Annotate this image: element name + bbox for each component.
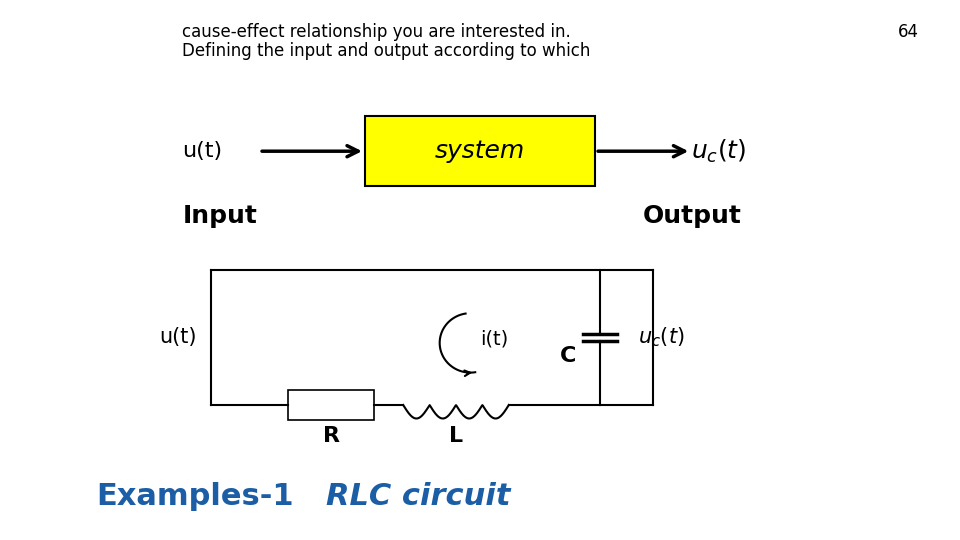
Text: C: C	[560, 346, 576, 367]
Text: 64: 64	[898, 23, 919, 42]
Text: RLC circuit: RLC circuit	[326, 482, 511, 511]
Text: L: L	[449, 426, 463, 446]
Text: Output: Output	[643, 204, 742, 228]
Bar	[365, 116, 595, 186]
Text: u(t): u(t)	[159, 327, 197, 348]
Text: cause-effect relationship you are interested in.: cause-effect relationship you are intere…	[182, 23, 571, 42]
Text: $u_c(t)$: $u_c(t)$	[691, 138, 747, 165]
Bar	[288, 390, 374, 420]
Text: R: R	[323, 426, 340, 446]
Text: Examples-1: Examples-1	[96, 482, 294, 511]
Text: Input: Input	[182, 204, 257, 228]
Text: $u_c(t)$: $u_c(t)$	[638, 326, 684, 349]
Text: system: system	[435, 139, 525, 163]
Text: i(t): i(t)	[480, 329, 508, 348]
Text: Defining the input and output according to which: Defining the input and output according …	[182, 42, 590, 60]
Text: u(t): u(t)	[182, 141, 223, 161]
